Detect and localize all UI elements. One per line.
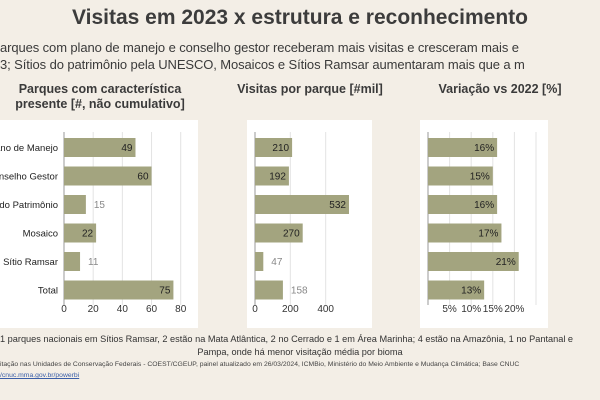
data-label: 16% xyxy=(474,200,494,211)
category-label: lano de Manejo xyxy=(0,143,58,154)
tick-label: 80 xyxy=(175,304,187,315)
bar xyxy=(255,166,289,186)
tick-label: 5% xyxy=(442,304,457,315)
tick-label: 0 xyxy=(252,304,258,315)
bar xyxy=(64,166,152,186)
chart-2-panel: 210 192 532 270 47 158 0 200 400 xyxy=(247,120,372,328)
subtitle-line-1: arques com plano de manejo e conselho ge… xyxy=(0,40,519,55)
bar xyxy=(428,138,498,157)
bar xyxy=(64,138,136,157)
bar xyxy=(255,280,283,300)
data-label: 13% xyxy=(461,286,481,297)
data-label: 60 xyxy=(137,172,149,183)
category-label: onselho Gestor xyxy=(0,172,58,183)
data-label: 17% xyxy=(478,229,498,240)
source-link[interactable]: /cnuc.mma.gov.br/powerbi xyxy=(0,372,80,379)
tick-label: 15% xyxy=(483,304,503,315)
data-label: 15% xyxy=(470,172,490,183)
tick-label: 20 xyxy=(88,304,100,315)
source-text: itação nas Unidades de Conservação Feder… xyxy=(0,361,520,368)
data-label: 532 xyxy=(329,200,346,211)
chart-3-panel: 16% 15% 16% 17% 21% 13% 5% 10% 15% 20% xyxy=(420,120,548,328)
bar xyxy=(255,223,303,243)
bar xyxy=(64,223,97,243)
bar xyxy=(64,195,86,214)
tick-label: 0 xyxy=(61,304,67,315)
tick-label: 400 xyxy=(317,304,334,315)
tick-label: 200 xyxy=(282,304,299,315)
data-label: 21% xyxy=(496,257,516,268)
chart-1-svg: 49 lano de Manejo 60 onselho Gestor 15 o do P… xyxy=(0,132,187,315)
data-label: 22 xyxy=(82,229,94,240)
bar xyxy=(64,252,81,271)
note-line-2: Pampa, onde há menor visitação média por… xyxy=(197,347,403,357)
tick-label: 60 xyxy=(146,304,158,315)
data-label: 15 xyxy=(94,200,106,211)
data-label: 47 xyxy=(271,257,283,268)
chart-3-title: Variação vs 2022 [%] xyxy=(438,82,562,96)
page-title: Visitas em 2023 x estrutura e reconhecim… xyxy=(72,6,528,29)
chart-2-svg: 210 192 532 270 47 158 0 200 400 xyxy=(252,132,349,315)
data-label: 192 xyxy=(269,172,286,183)
bar xyxy=(255,252,264,271)
chart-1-title-line-1: Parques com característica xyxy=(18,82,182,96)
bar xyxy=(428,195,498,214)
chart-2-title: Visitas por parque [#mil] xyxy=(237,82,383,96)
bar xyxy=(428,223,502,243)
data-label: 158 xyxy=(291,286,308,297)
bar xyxy=(255,138,293,157)
note-line-1: 1 parques nacionais em Sítios Ramsar, 2 … xyxy=(0,334,574,344)
chart-3-svg: 16%15%16%17%21%13%5% 10% 15% 20% xyxy=(427,132,537,315)
tick-label: 40 xyxy=(117,304,129,315)
bar xyxy=(428,280,485,300)
category-label: Sítio Ramsar xyxy=(3,257,58,268)
category-label: Total xyxy=(38,286,58,297)
category-label: o do Patrimônio xyxy=(0,200,58,211)
tick-label: 10% xyxy=(461,304,481,315)
chart-1-title: Parques com característica presente [#, … xyxy=(0,82,200,112)
bar xyxy=(64,280,174,300)
bar xyxy=(428,166,493,186)
data-label: 16% xyxy=(474,143,494,154)
data-label: 270 xyxy=(283,229,300,240)
subtitle-line-2: 3; Sítios do patrimônio pela UNESCO, Mos… xyxy=(0,57,525,72)
bar xyxy=(428,252,519,271)
data-label: 49 xyxy=(121,143,133,154)
tick-label: 20% xyxy=(504,304,524,315)
data-label: 75 xyxy=(159,286,171,297)
chart-1-title-line-2: presente [#, não cumulativo] xyxy=(15,97,185,111)
chart-1-panel: 49 lano de Manejo 60 onselho Gestor 15 o do P… xyxy=(0,120,198,328)
data-label: 210 xyxy=(272,143,289,154)
data-label: 11 xyxy=(88,257,99,268)
category-label: Mosaico xyxy=(23,229,58,240)
source-link-row: /cnuc.mma.gov.br/powerbi xyxy=(0,371,600,381)
bar xyxy=(255,195,349,214)
